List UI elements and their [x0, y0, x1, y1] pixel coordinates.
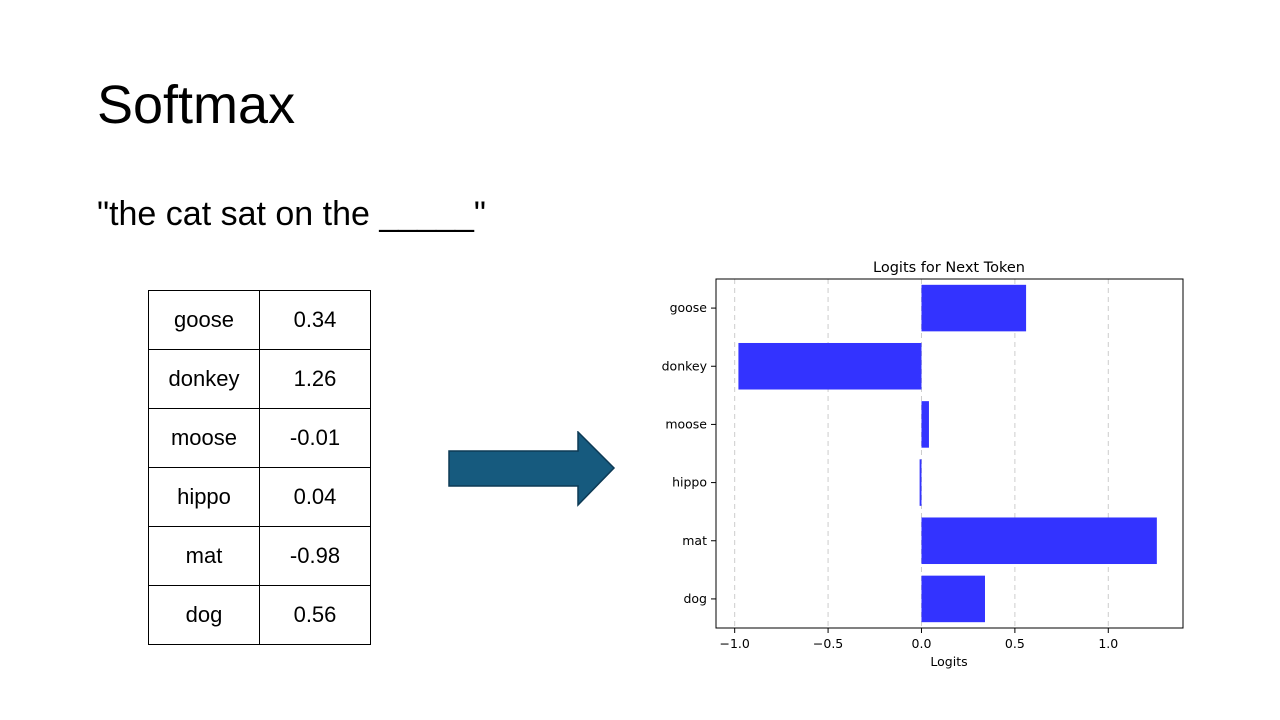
logit-cell: -0.01 [259, 408, 371, 468]
table-row: dog 0.56 [148, 585, 371, 645]
table-row: goose 0.34 [148, 290, 371, 350]
table-row: hippo 0.04 [148, 467, 371, 527]
x-tick-label: −0.5 [813, 636, 843, 651]
x-tick-label: −1.0 [720, 636, 750, 651]
x-tick-label: 0.5 [1005, 636, 1025, 651]
prompt-text: "the cat sat on the _____" [97, 195, 486, 233]
y-tick-label: goose [670, 300, 708, 315]
x-axis-label: Logits [930, 654, 967, 669]
table-row: donkey 1.26 [148, 349, 371, 409]
bar-dog [921, 575, 985, 623]
token-cell: dog [148, 585, 260, 645]
token-cell: donkey [148, 349, 260, 409]
logit-cell: 0.04 [259, 467, 371, 527]
table-row: moose -0.01 [148, 408, 371, 468]
plot-frame [715, 278, 1184, 629]
y-tick-label: moose [665, 416, 707, 431]
y-tick-label: hippo [672, 475, 707, 490]
logits-bar-chart: −1.0 −0.5 0.0 0.5 1.0 goose donkey moose hippo ma… [662, 260, 1184, 669]
token-cell: mat [148, 526, 260, 586]
logit-cell: 0.56 [259, 585, 371, 645]
logit-cell: 1.26 [259, 349, 371, 409]
chart-title: Logits for Next Token [873, 260, 1025, 276]
y-tick-label: donkey [662, 358, 708, 373]
bar-moose [921, 401, 929, 448]
logit-cell: 0.34 [259, 290, 371, 350]
bar-goose [921, 284, 1027, 332]
token-cell: goose [148, 290, 260, 350]
table-row: mat -0.98 [148, 526, 371, 586]
token-cell: hippo [148, 467, 260, 527]
logit-cell: -0.98 [259, 526, 371, 586]
bar-hippo [919, 459, 922, 506]
y-tick-label: dog [683, 591, 707, 606]
y-tick-label: mat [682, 533, 707, 548]
logits-table: goose 0.34 donkey 1.26 moose -0.01 hippo 0.04 ma… [148, 290, 371, 645]
x-tick-label: 0.0 [912, 636, 932, 651]
right-arrow-icon [448, 431, 616, 507]
bar-mat [921, 517, 1157, 565]
bar-donkey [738, 342, 922, 390]
token-cell: moose [148, 408, 260, 468]
slide-title: Softmax [97, 75, 296, 135]
x-tick-label: 1.0 [1098, 636, 1118, 651]
